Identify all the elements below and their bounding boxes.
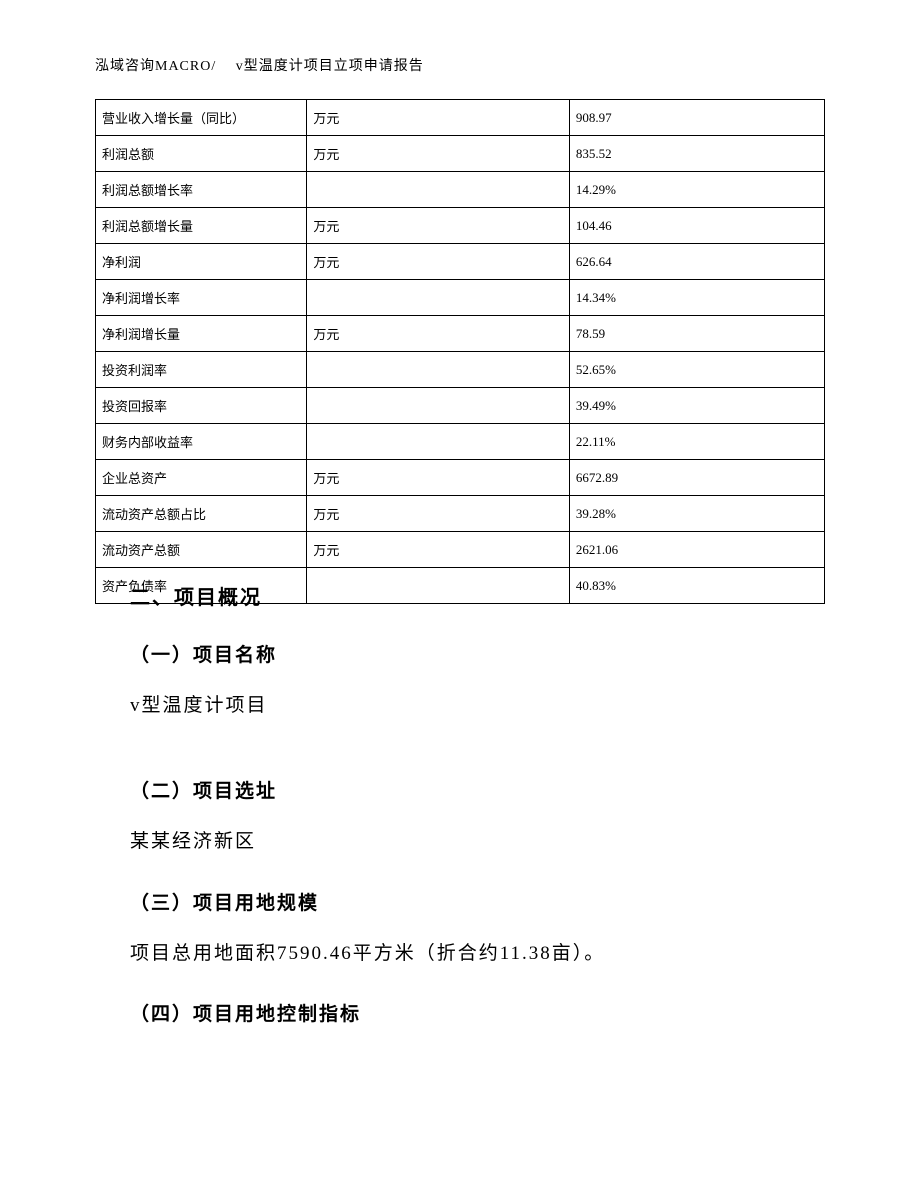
table-cell: 78.59	[569, 316, 824, 352]
table-cell: 净利润增长率	[96, 280, 307, 316]
table-cell: 流动资产总额	[96, 532, 307, 568]
subsection-4-title: （四）项目用地控制指标	[130, 999, 820, 1026]
table-cell: 企业总资产	[96, 460, 307, 496]
table-row: 利润总额增长量万元104.46	[96, 208, 825, 244]
table-row: 利润总额增长率 14.29%	[96, 172, 825, 208]
table-cell: 净利润增长量	[96, 316, 307, 352]
table-row: 利润总额万元835.52	[96, 136, 825, 172]
table-cell: 投资利润率	[96, 352, 307, 388]
table-cell: 财务内部收益率	[96, 424, 307, 460]
table-row: 企业总资产万元6672.89	[96, 460, 825, 496]
table-cell: 万元	[307, 100, 569, 136]
table-cell: 万元	[307, 496, 569, 532]
subsection-2-text: 某某经济新区	[130, 827, 820, 857]
table-row: 净利润万元626.64	[96, 244, 825, 280]
table-cell	[307, 388, 569, 424]
table-cell: 流动资产总额占比	[96, 496, 307, 532]
table-row: 财务内部收益率 22.11%	[96, 424, 825, 460]
table-row: 流动资产总额占比万元39.28%	[96, 496, 825, 532]
table-cell: 利润总额增长量	[96, 208, 307, 244]
table-row: 净利润增长量万元78.59	[96, 316, 825, 352]
table-cell	[307, 280, 569, 316]
table-cell	[307, 424, 569, 460]
table-row: 营业收入增长量（同比）万元908.97	[96, 100, 825, 136]
table-cell: 利润总额增长率	[96, 172, 307, 208]
table-cell: 835.52	[569, 136, 824, 172]
table-row: 投资利润率 52.65%	[96, 352, 825, 388]
table-cell: 908.97	[569, 100, 824, 136]
table-cell: 万元	[307, 532, 569, 568]
table-cell: 万元	[307, 244, 569, 280]
table-cell: 投资回报率	[96, 388, 307, 424]
table-cell: 14.34%	[569, 280, 824, 316]
subsection-3-title: （三）项目用地规模	[130, 888, 820, 915]
subsection-2-title: （二）项目选址	[130, 776, 820, 803]
table-cell	[307, 172, 569, 208]
subsection-1-title: （一）项目名称	[130, 640, 820, 667]
table-cell: 营业收入增长量（同比）	[96, 100, 307, 136]
subsection-1-text: v型温度计项目	[130, 691, 820, 721]
table-cell: 39.49%	[569, 388, 824, 424]
table-cell: 万元	[307, 136, 569, 172]
section-title: 二、项目概况	[130, 581, 820, 610]
table-cell: 6672.89	[569, 460, 824, 496]
table-cell	[307, 352, 569, 388]
table-cell: 净利润	[96, 244, 307, 280]
table-cell: 104.46	[569, 208, 824, 244]
table-cell: 22.11%	[569, 424, 824, 460]
financial-table: 营业收入增长量（同比）万元908.97利润总额万元835.52利润总额增长率14…	[95, 99, 825, 604]
table-cell: 39.28%	[569, 496, 824, 532]
table-cell: 52.65%	[569, 352, 824, 388]
table-cell: 2621.06	[569, 532, 824, 568]
table-cell: 万元	[307, 316, 569, 352]
table-row: 投资回报率 39.49%	[96, 388, 825, 424]
table-cell: 利润总额	[96, 136, 307, 172]
table-cell: 万元	[307, 460, 569, 496]
subsection-3-text: 项目总用地面积7590.46平方米（折合约11.38亩）。	[130, 939, 820, 969]
page-header: 泓域咨询MACRO/ v型温度计项目立项申请报告	[95, 55, 424, 75]
financial-table-container: 营业收入增长量（同比）万元908.97利润总额万元835.52利润总额增长率14…	[95, 99, 825, 604]
content-section: 二、项目概况 （一）项目名称 v型温度计项目 （二）项目选址 某某经济新区 （三…	[130, 581, 820, 1050]
table-cell: 14.29%	[569, 172, 824, 208]
table-cell: 万元	[307, 208, 569, 244]
table-row: 净利润增长率 14.34%	[96, 280, 825, 316]
table-cell: 626.64	[569, 244, 824, 280]
table-row: 流动资产总额万元2621.06	[96, 532, 825, 568]
